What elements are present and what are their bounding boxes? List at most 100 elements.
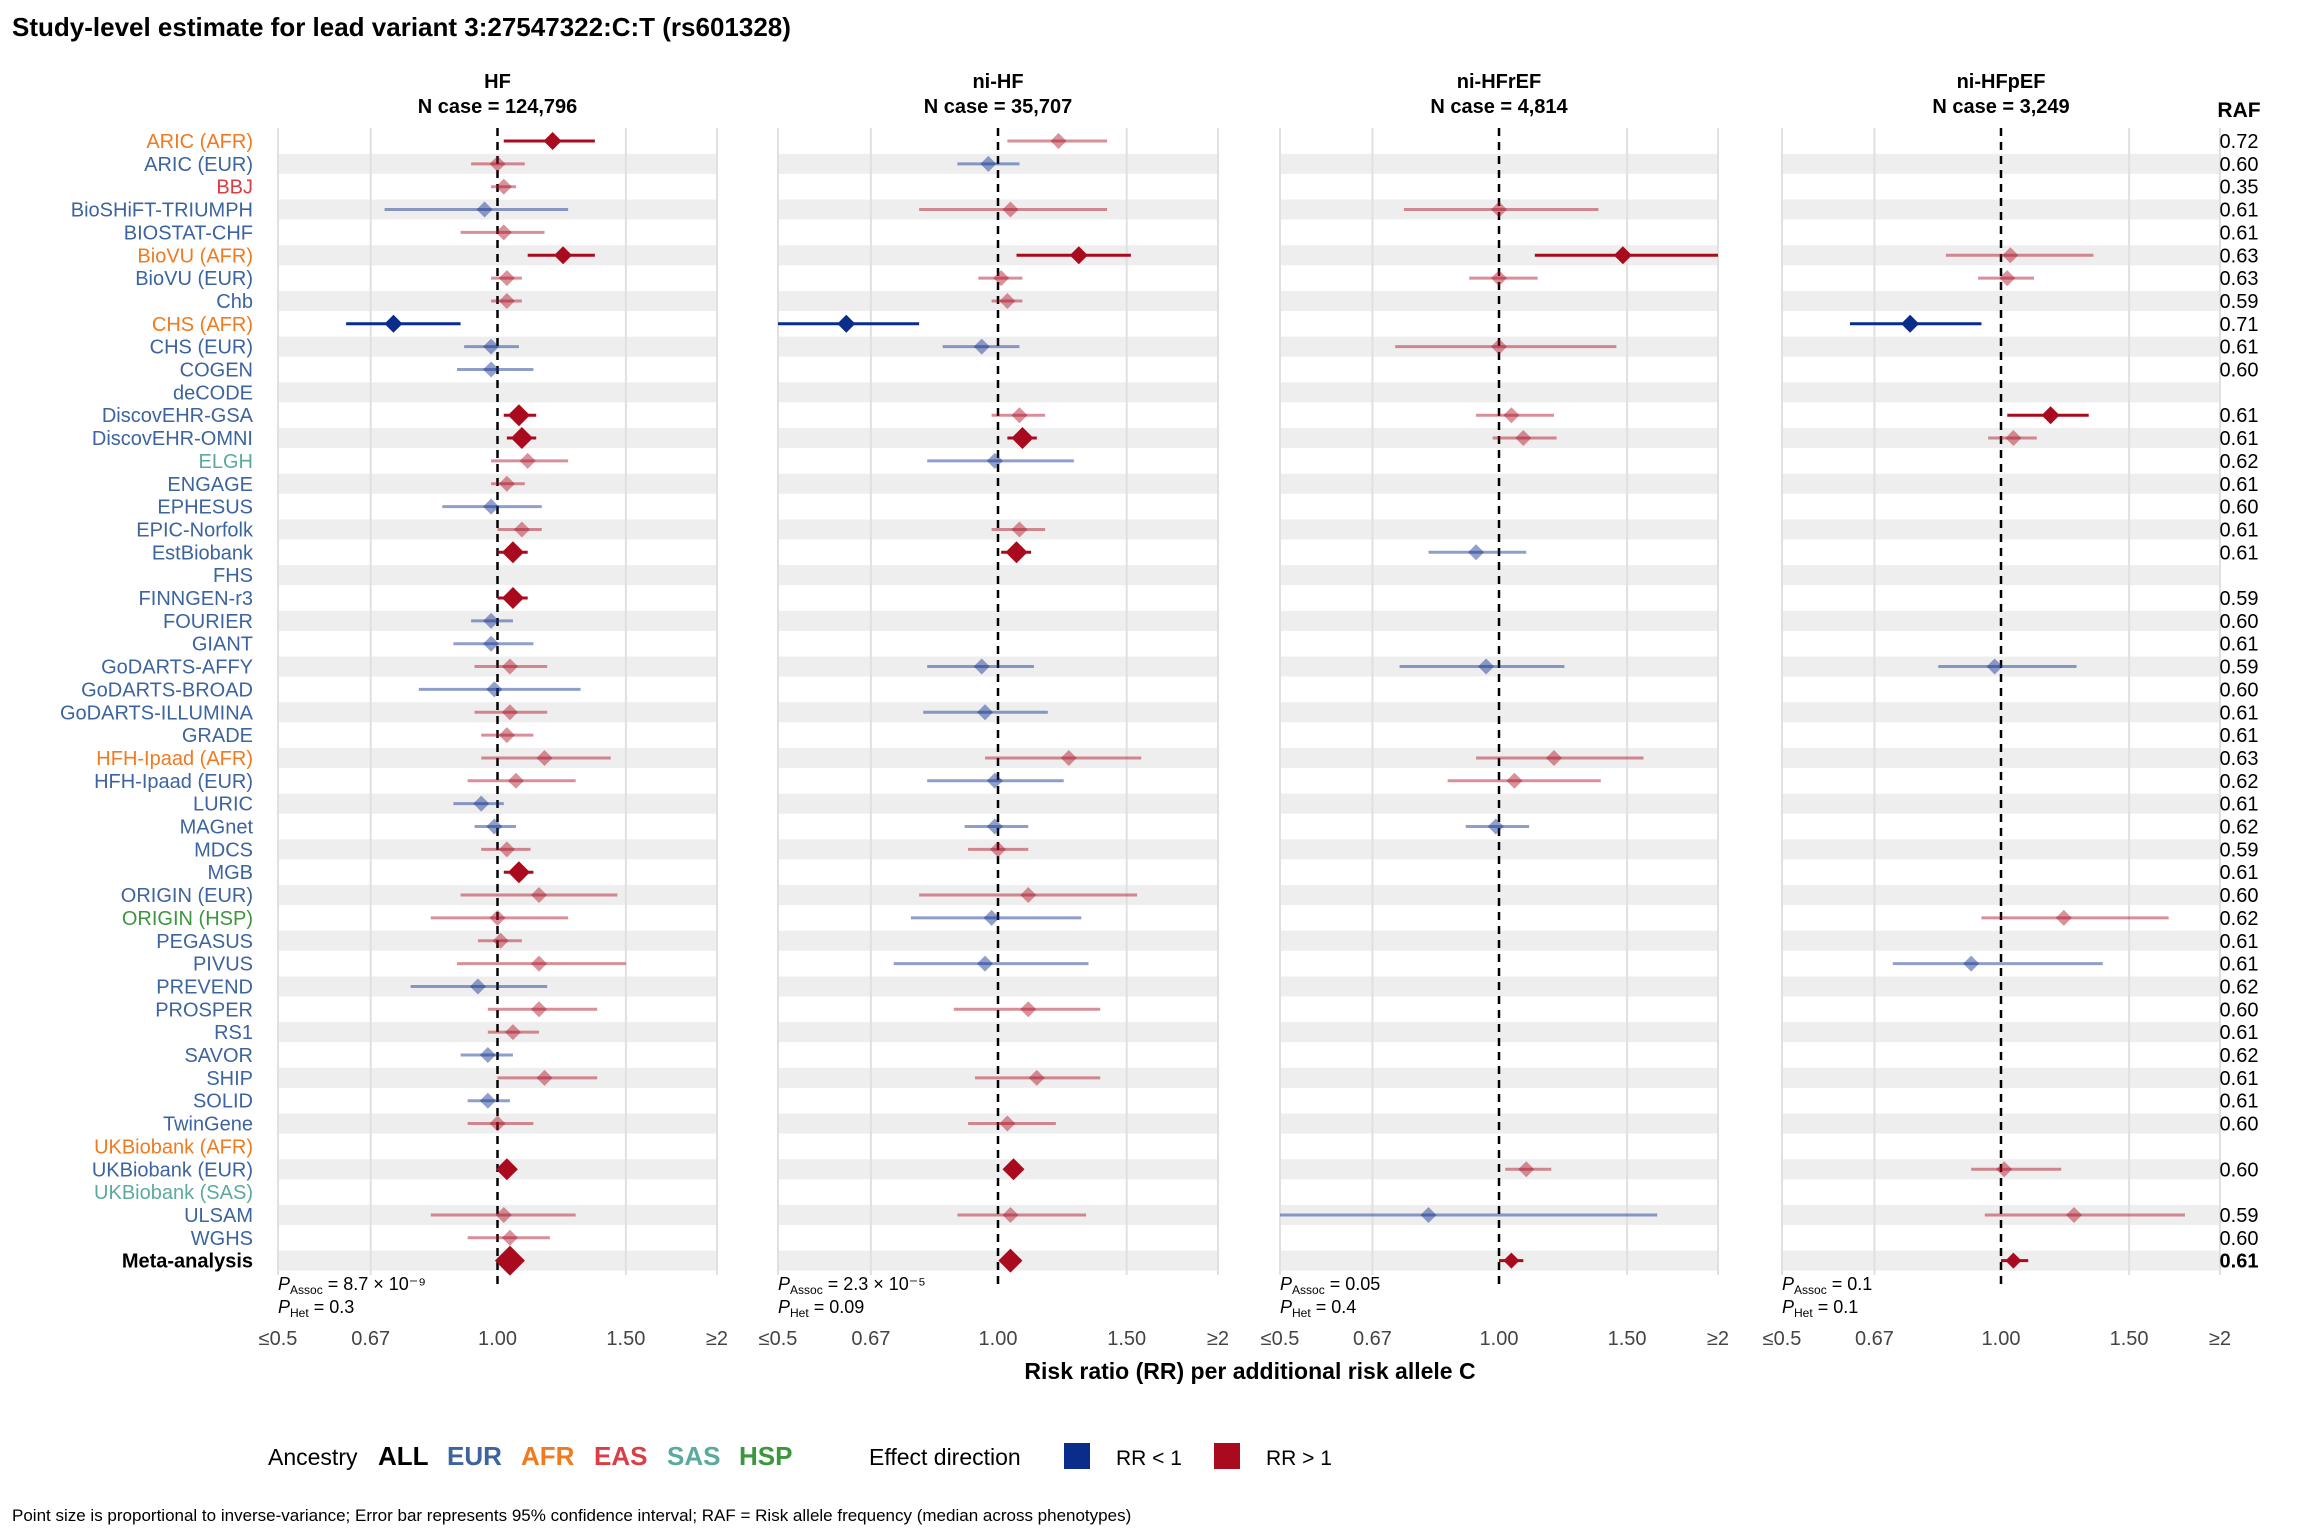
raf-value: 0.59 xyxy=(2220,588,2259,610)
study-label: ARIC (AFR) xyxy=(146,131,253,153)
point-estimate xyxy=(1986,658,2003,675)
point-estimate xyxy=(504,1024,521,1041)
point-estimate xyxy=(495,1206,512,1223)
study-label: ORIGIN (EUR) xyxy=(121,885,253,907)
point-estimate xyxy=(1503,407,1520,424)
legend-ancestry-sas: SAS xyxy=(667,1441,720,1471)
study-label: PIVUS xyxy=(193,954,253,976)
raf-value: 0.61 xyxy=(2220,1022,2259,1044)
study-label: Chb xyxy=(216,291,253,313)
row-stripe xyxy=(1782,1067,2220,1088)
point-estimate xyxy=(1515,430,1532,447)
study-label: WGHS xyxy=(191,1228,253,1250)
point-estimate xyxy=(473,795,490,812)
point-estimate xyxy=(495,224,512,241)
x-tick-label: ≤0.5 xyxy=(1763,1328,1802,1350)
x-tick-labels: ≤0.5 0.67 1.00 1.50 ≥2 ≤0.5 0.67 1.00 1.50 ≥2 ≤0.5… xyxy=(259,1328,2231,1350)
point-estimate xyxy=(530,955,547,972)
x-tick-label: ≥2 xyxy=(706,1328,728,1350)
legend-ancestry-eur: EUR xyxy=(447,1441,502,1471)
point-estimate xyxy=(530,887,547,904)
point-estimate xyxy=(1050,133,1067,149)
raf-value: 0.61 xyxy=(2220,200,2259,222)
row-stripe xyxy=(1782,519,2220,540)
point-estimate xyxy=(498,727,515,744)
estimates xyxy=(346,132,2185,1276)
raf-value: 0.35 xyxy=(2220,177,2259,199)
point-estimate xyxy=(486,681,503,698)
point-estimate xyxy=(1020,1001,1037,1018)
point-estimate xyxy=(986,772,1003,789)
x-tick-label: 1.00 xyxy=(1480,1328,1519,1350)
row-stripe xyxy=(1280,1067,1718,1088)
point-estimate xyxy=(513,521,530,538)
panel-n-case: N case = 35,707 xyxy=(924,96,1072,118)
point-estimate xyxy=(1005,541,1028,564)
p-assoc-label: PAssoc = 2.3 × 10⁻⁵ xyxy=(778,1274,926,1297)
study-label: EstBiobank xyxy=(152,542,254,564)
point-estimate xyxy=(986,818,1003,835)
legend-ancestry-eas: EAS xyxy=(594,1441,647,1471)
row-stripe xyxy=(278,199,717,220)
raf-value: 0.60 xyxy=(2220,497,2259,519)
p-assoc-label: PAssoc = 0.05 xyxy=(1280,1274,1380,1297)
raf-value: 0.61 xyxy=(2220,794,2259,816)
row-stripes xyxy=(278,153,2220,1271)
study-label: UKBiobank (AFR) xyxy=(94,1136,253,1158)
point-estimate xyxy=(973,658,990,675)
point-estimate xyxy=(1011,521,1028,538)
row-stripe xyxy=(778,1067,1218,1088)
study-label: GoDARTS-BROAD xyxy=(81,679,253,701)
row-stripe xyxy=(778,1022,1218,1043)
study-label: ENGAGE xyxy=(167,474,253,496)
point-estimate xyxy=(536,1069,553,1086)
point-estimate xyxy=(498,475,515,492)
raf-value: 0.62 xyxy=(2220,817,2259,839)
study-label: SAVOR xyxy=(184,1045,253,1067)
study-label: RS1 xyxy=(214,1022,253,1044)
point-estimate xyxy=(1491,338,1507,355)
legend-effect-title: Effect direction xyxy=(869,1444,1021,1470)
raf-value: 0.59 xyxy=(2220,1205,2259,1227)
legend-ancestry-afr: AFR xyxy=(521,1441,575,1471)
row-stripe xyxy=(778,199,1218,220)
study-label: COGEN xyxy=(180,360,253,382)
point-estimate xyxy=(483,338,500,355)
x-tick-label: 1.00 xyxy=(478,1328,517,1350)
study-label: ULSAM xyxy=(184,1205,253,1227)
x-tick-label: 0.67 xyxy=(1353,1328,1392,1350)
x-tick-label: ≤0.5 xyxy=(1261,1328,1300,1350)
point-estimate xyxy=(384,314,403,333)
raf-value: 0.60 xyxy=(2220,360,2259,382)
row-stripe xyxy=(1280,1204,1718,1225)
point-estimate xyxy=(495,1158,518,1181)
study-label: GoDARTS-AFFY xyxy=(101,657,253,679)
point-estimate xyxy=(1487,818,1504,835)
row-stripe xyxy=(278,1067,717,1088)
study-label: BBJ xyxy=(216,177,253,199)
study-label: SOLID xyxy=(193,1091,253,1113)
row-stripe xyxy=(778,747,1218,768)
row-stripe xyxy=(778,565,1218,586)
legend-effect-swatch xyxy=(1214,1443,1240,1469)
point-estimate xyxy=(483,635,500,652)
raf-value: 0.61 xyxy=(2220,634,2259,656)
point-estimate xyxy=(1420,1206,1437,1223)
point-estimate xyxy=(495,178,512,195)
legend-effect-label: RR < 1 xyxy=(1116,1447,1182,1470)
point-estimate xyxy=(507,772,524,789)
point-estimate xyxy=(993,270,1010,287)
legend-effect-swatch xyxy=(1064,1443,1090,1469)
study-label: MDCS xyxy=(194,839,253,861)
study-label: BioVU (AFR) xyxy=(137,245,253,267)
point-estimate xyxy=(977,704,994,721)
row-stripe xyxy=(1280,382,1718,403)
raf-value: 0.62 xyxy=(2220,976,2259,998)
x-tick-label: 1.50 xyxy=(606,1328,645,1350)
x-tick-label: 1.50 xyxy=(1608,1328,1647,1350)
legend-ancestry-title: Ancestry xyxy=(268,1444,358,1470)
raf-value: 0.60 xyxy=(2220,885,2259,907)
point-estimate xyxy=(2066,1206,2083,1223)
row-stripe xyxy=(1280,199,1718,220)
